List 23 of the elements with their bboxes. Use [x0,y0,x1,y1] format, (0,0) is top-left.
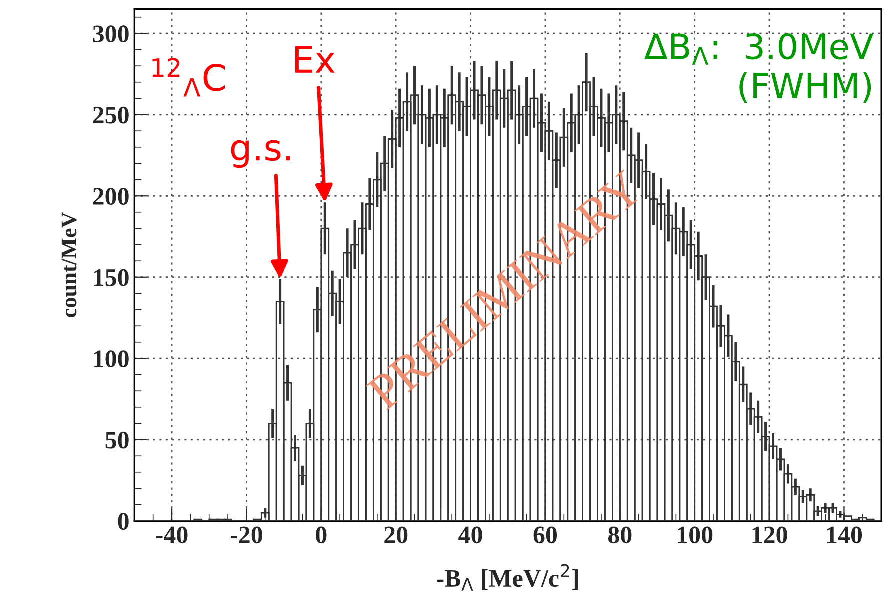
x-tick-label: -20 [230,526,262,544]
y-tick-label: 100 [94,350,129,368]
y-tick-label: 0 [118,513,129,530]
x-tick-label: 120 [752,526,788,544]
annotation: $^{12}$$_{Λ}$C [152,58,225,97]
annotation: Ex [295,46,335,73]
x-tick-label: 0 [316,526,327,544]
y-tick-label: 200 [93,188,129,206]
y-tick-label: 300 [93,26,129,43]
y-tick-label: 250 [93,106,129,124]
annotation: g.s. [231,140,290,168]
x-tick-label: 140 [827,526,862,544]
x-tick-label: 100 [678,526,713,544]
x-tick-label: 20 [384,526,408,544]
x-tick-label: 80 [608,526,632,544]
annotation: ΔB$_{Λ}$: 3.0MeV (FWHM) [644,33,874,103]
x-tick-label: 40 [458,526,482,544]
x-tick-label: -40 [156,526,188,544]
y-tick-label: 150 [94,269,129,286]
x-tick-label: 60 [534,526,558,544]
x-axis-title: -B$_{Λ}$ [MeV/c$^{2}$] [437,564,578,591]
y-axis-title: count/MeV [62,212,77,318]
y-tick-label: 50 [106,432,129,449]
